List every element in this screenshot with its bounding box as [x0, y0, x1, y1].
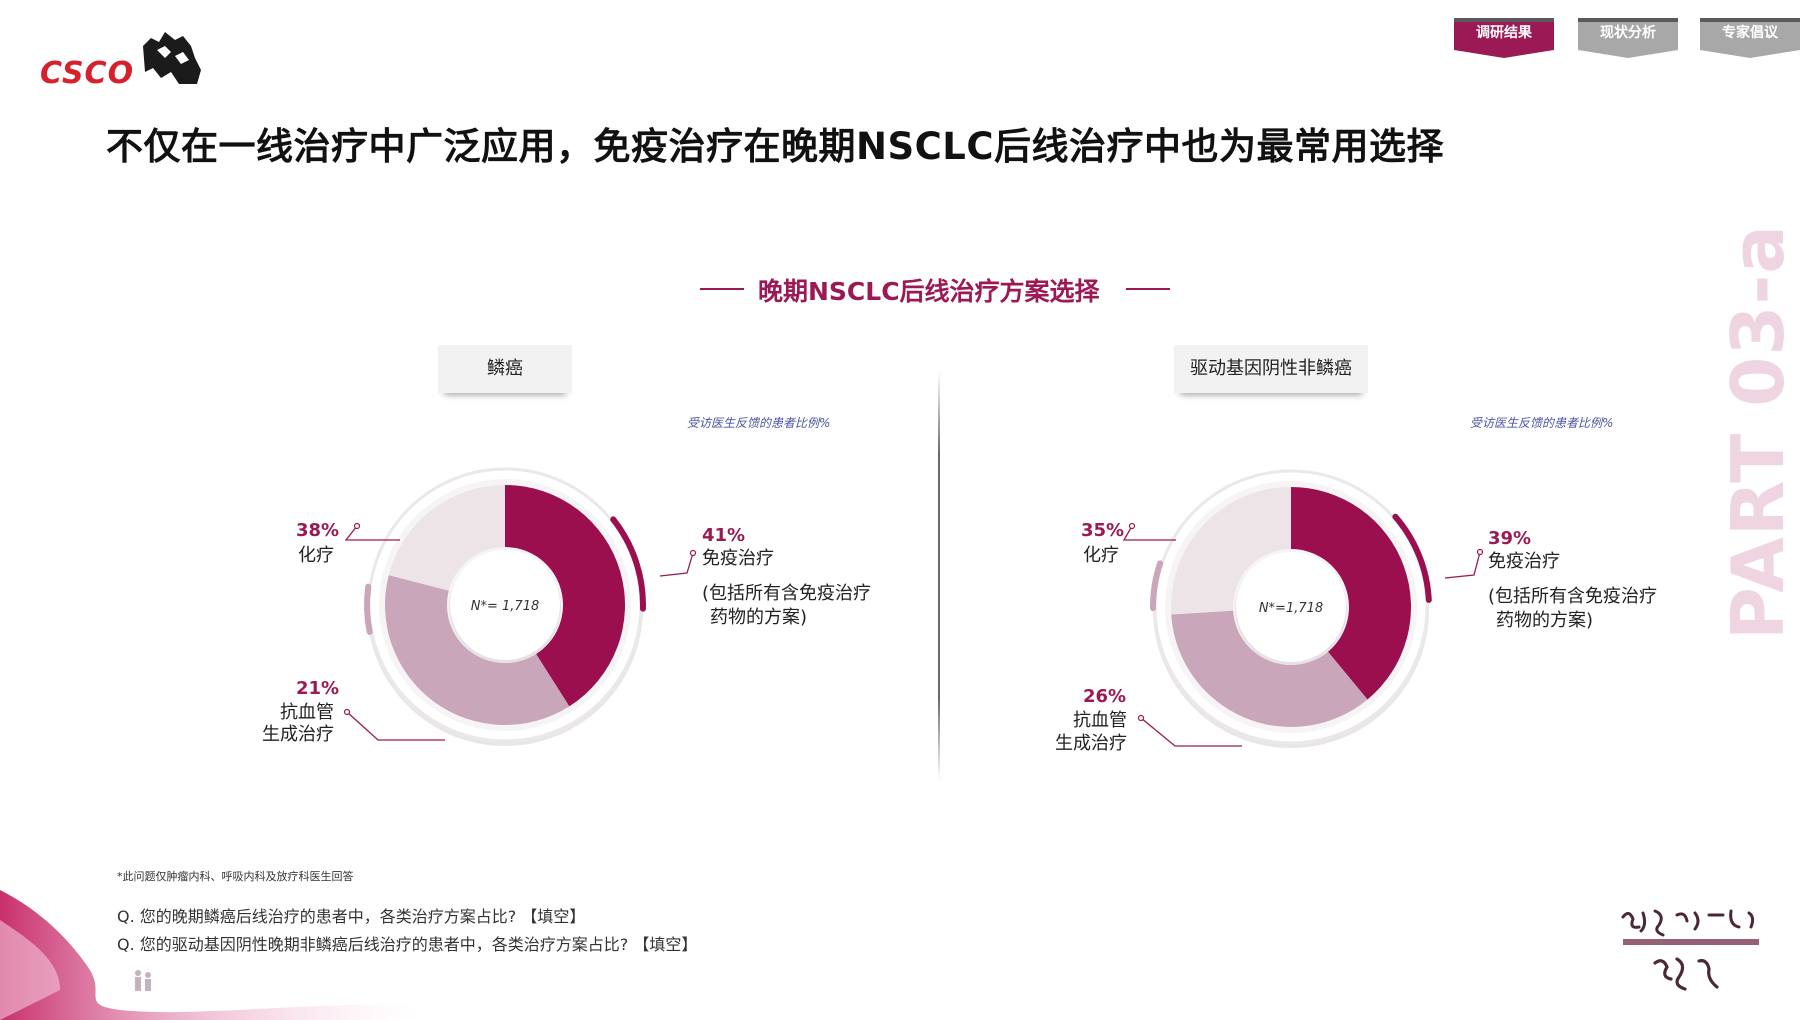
note-immuno-line1: (包括所有含免疫治疗	[1488, 586, 1658, 607]
chart-subtitle: 受访医生反馈的患者比例%	[687, 416, 831, 430]
chart-section-heading: 晚期NSCLC后线治疗方案选择	[700, 270, 1170, 310]
tab-label: 现状分析	[1600, 25, 1656, 41]
slice-chemo	[385, 575, 570, 725]
slice-immuno	[1291, 487, 1411, 700]
tab-label: 调研结果	[1476, 25, 1532, 41]
label-antiangio-line2: 生成治疗	[1055, 733, 1127, 754]
accent-arc-immuno	[1392, 513, 1432, 603]
title-rule-right	[1126, 288, 1170, 290]
accent-arc-chemo	[1150, 560, 1164, 612]
pct-immuno: 41%	[702, 525, 746, 546]
chart-section-title: 晚期NSCLC后线治疗方案选择	[758, 277, 1100, 306]
label-immuno: 免疫治疗	[702, 548, 774, 569]
pct-antiangio: 26%	[1083, 686, 1127, 707]
note-immuno-line2: 药物的方案)	[1496, 610, 1594, 631]
question-1: Q. 您的晚期鳞癌后线治疗的患者中，各类治疗方案占比? 【填空】	[117, 907, 586, 926]
question-2: Q. 您的驱动基因阴性晚期非鳞癌后线治疗的患者中，各类治疗方案占比? 【填空】	[117, 935, 698, 954]
pct-chemo: 35%	[1081, 520, 1125, 541]
leader-antiangio-1	[1140, 717, 1242, 747]
decorative-swoosh	[0, 890, 420, 1020]
pct-chemo: 38%	[296, 520, 340, 541]
tab-expert-advice[interactable]: 专家倡议	[1700, 18, 1800, 58]
center-n-label: N*=1,718	[1259, 601, 1323, 616]
hub	[450, 550, 560, 660]
slice-immuno	[505, 485, 625, 707]
tab-survey-results[interactable]: 调研结果	[1454, 18, 1554, 58]
leader-immuno-0	[659, 552, 694, 577]
label-chemo: 化疗	[298, 545, 334, 566]
tab-label: 专家倡议	[1722, 25, 1778, 41]
slice-antiangio	[1171, 487, 1291, 615]
part-label: PART 03-a	[1716, 224, 1800, 640]
campaign-logo	[1621, 909, 1759, 991]
slice-antiangio	[388, 485, 505, 591]
label-antiangio-line1: 抗血管	[1073, 710, 1127, 731]
label-immuno: 免疫治疗	[1488, 551, 1560, 572]
people-silhouette-icon	[135, 970, 151, 991]
label-antiangio-line1: 抗血管	[280, 702, 334, 723]
slice-chemo	[1171, 610, 1368, 727]
csco-logo: CSCO	[40, 28, 205, 92]
leader-antiangio-0	[346, 711, 445, 741]
center-n-label: N*= 1,718	[471, 599, 539, 614]
pct-immuno: 39%	[1488, 528, 1532, 549]
leader-immuno-1	[1444, 551, 1481, 579]
pct-antiangio: 21%	[296, 678, 340, 699]
title-rule-left	[700, 288, 744, 290]
label-antiangio-line2: 生成治疗	[262, 724, 334, 745]
accent-arc-immuno	[610, 516, 646, 612]
donut-chart-squamous: N*= 1,718	[364, 467, 646, 746]
vertical-divider	[938, 372, 940, 780]
leader-chemo-0	[344, 525, 400, 541]
segment-label-nonsquamous: 驱动基因阴性非鳞癌	[1174, 345, 1368, 393]
note-immuno-line2: 药物的方案)	[710, 607, 808, 628]
great-wall-icon	[143, 32, 201, 84]
donut-chart-nonsquamous: N*=1,718	[1150, 469, 1432, 748]
leader-chemo-1	[1122, 525, 1176, 541]
logo-text: CSCO	[40, 56, 135, 91]
page-title: 不仅在一线治疗中广泛应用，免疫治疗在晚期NSCLC后线治疗中也为最常用选择	[106, 125, 1444, 168]
tab-status-analysis[interactable]: 现状分析	[1578, 18, 1678, 58]
chart-subtitle: 受访医生反馈的患者比例%	[1470, 416, 1614, 430]
footnote: *此问题仅肿瘤内科、呼吸内科及放疗科医生回答	[117, 870, 354, 883]
segment-label-squamous: 鳞癌	[438, 345, 572, 393]
note-immuno-line1: (包括所有含免疫治疗	[702, 583, 872, 604]
hub	[1236, 552, 1346, 662]
label-chemo: 化疗	[1083, 545, 1119, 566]
accent-arc-chemo	[364, 583, 373, 635]
